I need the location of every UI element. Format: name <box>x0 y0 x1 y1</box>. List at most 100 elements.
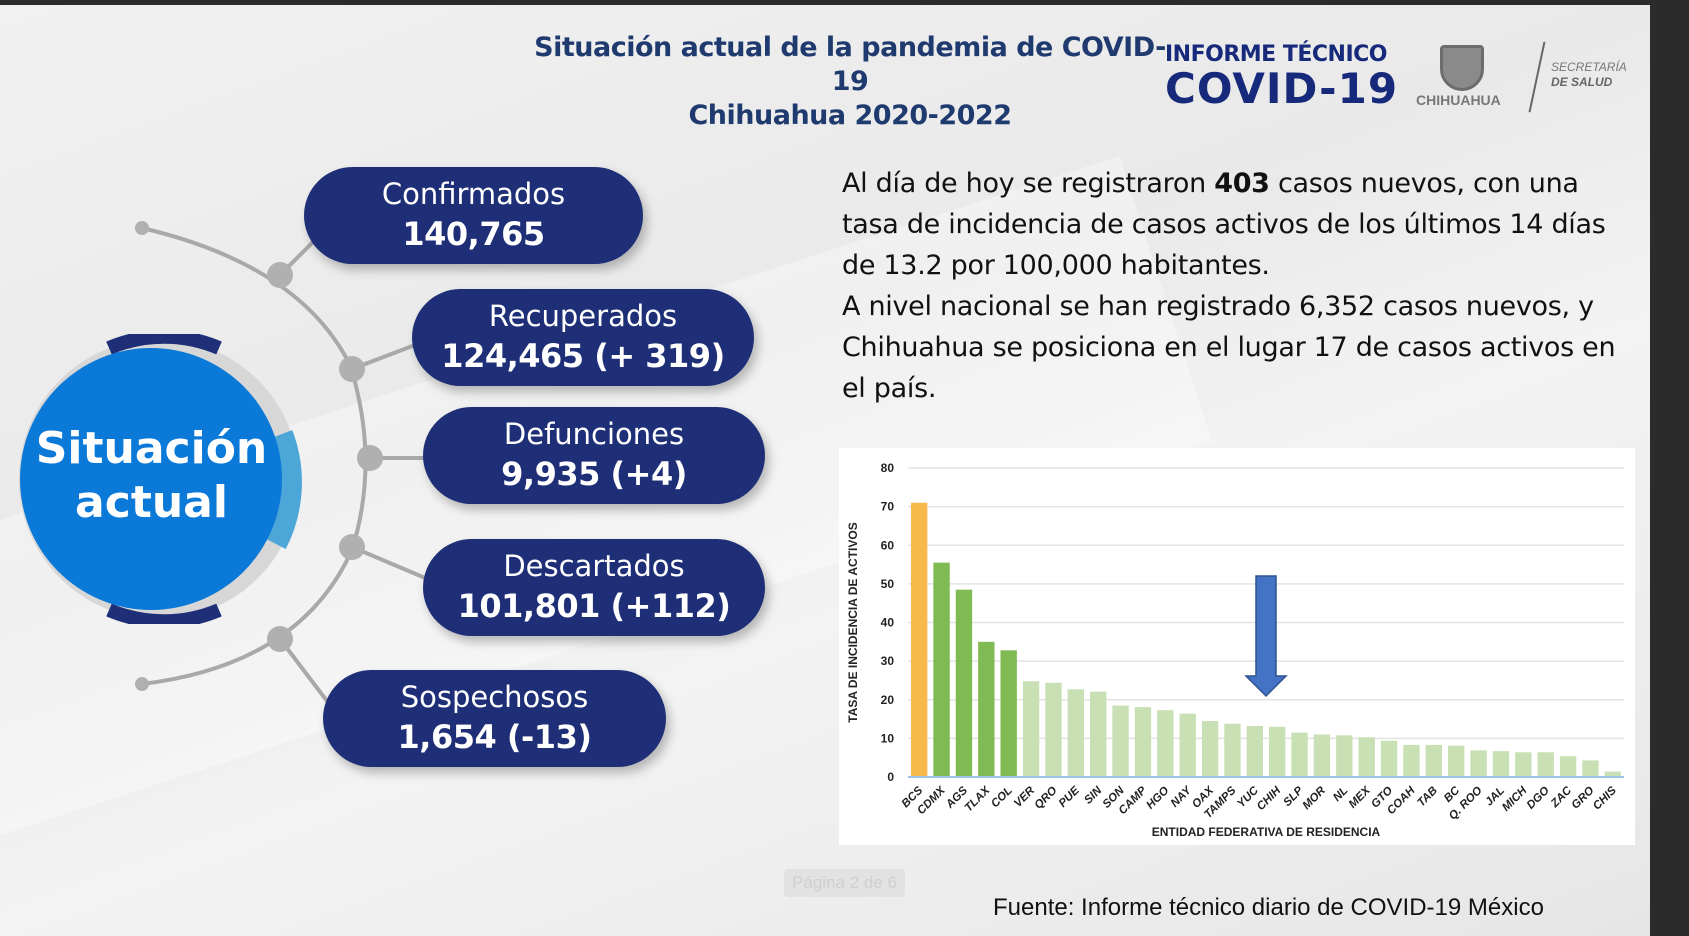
x-tick-label: ZAC <box>1548 784 1574 810</box>
stat-descartados: Descartados 101,801 (+112) <box>423 539 765 636</box>
slide: Situación actual de la pandemia de COVID… <box>0 5 1650 936</box>
stat-sospechosos: Sospechosos 1,654 (-13) <box>323 670 666 767</box>
slide-title: Situación actual de la pandemia de COVID… <box>520 31 1180 133</box>
secretaria-line-1: SECRETARÍA <box>1551 60 1627 74</box>
bar-chih <box>1269 726 1286 777</box>
stat-defunciones: Defunciones 9,935 (+4) <box>423 407 765 504</box>
y-tick-label: 10 <box>881 731 895 745</box>
stat-label: Defunciones <box>503 417 685 451</box>
stat-label: Confirmados <box>381 177 566 211</box>
y-tick-label: 60 <box>881 538 895 552</box>
incidence-chart: 0 10 20 30 40 50 60 70 80 BCS CDMX AGS TLAX COL VER QRO… <box>839 448 1635 845</box>
x-tick-label: TAB <box>1415 785 1440 810</box>
x-tick-label: GRO <box>1570 785 1597 812</box>
bar-son <box>1112 705 1129 777</box>
bar-bcs <box>911 502 928 777</box>
summary-text: Al día de hoy se registraron 403 casos n… <box>842 163 1632 409</box>
bar-slp <box>1291 732 1308 777</box>
chihuahua-logo-text: CHIHUAHUA <box>1416 92 1501 108</box>
secretaria-line-2: DE SALUD <box>1551 75 1613 89</box>
stat-label: Sospechosos <box>400 680 589 714</box>
bar-yuc <box>1246 726 1263 777</box>
bar-qroo <box>1470 750 1487 777</box>
x-tick-label: PUE <box>1057 784 1082 809</box>
bar-ags <box>955 589 973 777</box>
bar-zac <box>1559 756 1577 777</box>
y-axis-label: TASA DE INCIDENCIA DE ACTIVOS <box>846 522 860 722</box>
x-axis-label: ENTIDAD FEDERATIVA DE RESIDENCIA <box>1152 825 1381 839</box>
chihuahua-shield-icon <box>1440 45 1484 91</box>
x-tick-label: HGO <box>1144 785 1171 812</box>
page-indicator[interactable]: Página 2 de 6 <box>784 869 905 897</box>
bar-mich <box>1515 752 1532 777</box>
bar-cdmx <box>933 562 950 777</box>
bar-tlax <box>978 641 995 777</box>
stat-value: 124,465 (+ 319) <box>441 337 725 375</box>
stat-value: 1,654 (-13) <box>397 718 592 756</box>
bar-chis <box>1604 771 1621 777</box>
x-tick-label: CHIS <box>1591 784 1619 812</box>
y-tick-label: 20 <box>881 693 895 707</box>
stat-value: 101,801 (+112) <box>457 587 731 625</box>
y-tick-label: 0 <box>887 770 894 784</box>
stat-confirmados: Confirmados 140,765 <box>304 167 643 264</box>
bar-sin <box>1090 691 1107 777</box>
y-tick-label: 70 <box>881 500 895 514</box>
x-tick-label: DGO <box>1525 785 1552 812</box>
y-tick-label: 50 <box>881 577 895 591</box>
bar-qro <box>1045 682 1062 777</box>
bar-bc <box>1448 745 1465 777</box>
bar-coah <box>1403 744 1420 777</box>
y-tick-label: 30 <box>881 654 895 668</box>
title-line-2: Chihuahua 2020-2022 <box>688 100 1012 131</box>
situacion-actual-circle: Situación actual <box>14 329 304 629</box>
x-tick-label: MEX <box>1347 784 1374 811</box>
stat-value: 140,765 <box>402 215 545 253</box>
bar-tamps <box>1224 723 1241 777</box>
summary-paragraph-1: Al día de hoy se registraron 403 casos n… <box>842 163 1632 286</box>
new-cases: 403 <box>1214 168 1270 199</box>
secretaria-logo: SECRETARÍA DE SALUD <box>1551 60 1627 90</box>
bar-ver <box>1022 681 1040 777</box>
source-note: Fuente: Informe técnico diario de COVID-… <box>993 894 1544 921</box>
bar-jal <box>1492 751 1510 777</box>
x-tick-label: MICH <box>1500 784 1530 814</box>
x-tick-label: VER <box>1012 784 1038 810</box>
title-line-1: Situación actual de la pandemia de COVID… <box>534 32 1166 97</box>
bar-dgo <box>1537 752 1554 777</box>
logo-divider <box>1528 41 1546 113</box>
chart-svg: 01020304050607080BCSCDMXAGSTLAXCOLVERQRO… <box>846 461 1624 839</box>
x-tick-label: TLAX <box>963 784 994 815</box>
circle-line-2: actual <box>75 477 228 528</box>
text: casos nuevos, con una tasa de incidencia… <box>842 168 1606 281</box>
x-tick-label: MOR <box>1301 784 1329 812</box>
bar-nay <box>1179 713 1196 777</box>
bar-pue <box>1067 689 1084 777</box>
stat-value: 9,935 (+4) <box>501 455 687 493</box>
bar-tab <box>1425 744 1442 777</box>
bar-oax <box>1201 720 1219 777</box>
summary-paragraph-2: A nivel nacional se han registrado 6,352… <box>842 291 1616 404</box>
x-tick-label: QRO <box>1033 785 1060 812</box>
bar-nl <box>1336 735 1353 777</box>
y-tick-label: 40 <box>881 616 895 630</box>
bar-hgo <box>1157 710 1174 777</box>
y-tick-label: 80 <box>881 461 895 475</box>
bar-col <box>1000 650 1017 777</box>
bar-camp <box>1134 707 1152 777</box>
circle-line-1: Situación <box>35 423 268 474</box>
x-tick-label: COL <box>989 785 1015 811</box>
stat-label: Descartados <box>503 549 685 583</box>
bar-mor <box>1313 734 1331 777</box>
bar-gro <box>1582 760 1599 777</box>
stat-label: Recuperados <box>488 299 678 333</box>
stat-recuperados: Recuperados 124,465 (+ 319) <box>412 289 754 386</box>
x-tick-label: CHIH <box>1255 784 1284 813</box>
logo-line-1: INFORME TÉCNICO <box>1165 42 1387 67</box>
bar-gto <box>1380 740 1398 777</box>
text: Al día de hoy se registraron <box>842 168 1215 199</box>
bar-mex <box>1358 737 1375 777</box>
highlight-arrow-icon <box>1244 575 1288 698</box>
logo-line-2: COVID-19 <box>1165 64 1399 113</box>
x-tick-label: NAY <box>1169 784 1195 810</box>
